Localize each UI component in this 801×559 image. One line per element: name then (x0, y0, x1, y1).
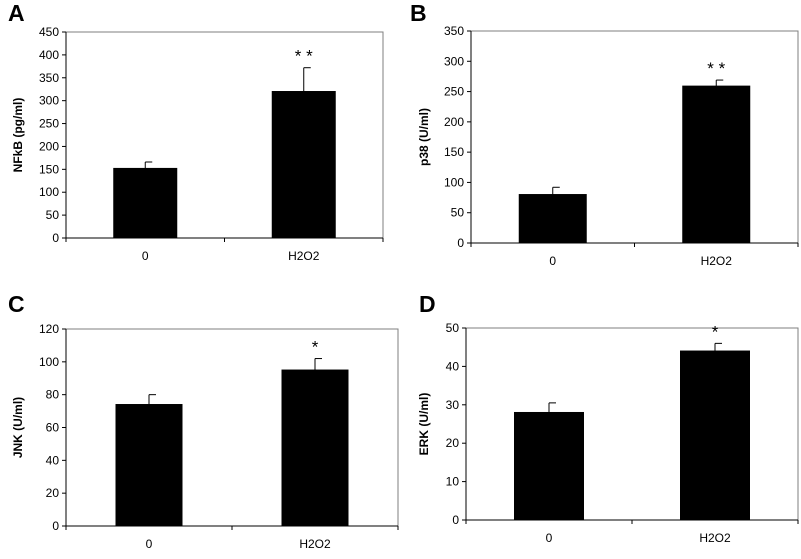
y-axis-title: ERK (U/ml) (417, 393, 431, 456)
panel-letter: C (8, 291, 25, 317)
y-tick-label: 0 (52, 519, 59, 533)
bar (113, 167, 178, 239)
bar (680, 350, 750, 521)
bar (518, 194, 587, 244)
y-tick-label: 200 (39, 139, 59, 153)
y-tick-label: 40 (446, 359, 460, 373)
significance-label: * (712, 322, 719, 341)
panel-letter: D (419, 291, 436, 317)
x-tick-label: H2O2 (701, 254, 733, 268)
y-tick-label: 350 (39, 71, 59, 85)
y-tick-label: 250 (39, 117, 59, 131)
y-tick-label: 100 (39, 355, 59, 369)
y-axis-title: JNK (U/ml) (11, 397, 25, 458)
y-tick-label: 0 (452, 513, 459, 527)
bar (281, 369, 349, 527)
bar (682, 85, 751, 244)
y-tick-label: 100 (39, 185, 59, 199)
panel-letter: A (8, 0, 25, 26)
y-tick-label: 300 (39, 94, 59, 108)
y-tick-label: 150 (444, 145, 464, 159)
bar (514, 411, 584, 521)
y-tick-label: 400 (39, 48, 59, 62)
y-tick-label: 50 (451, 206, 465, 220)
y-tick-label: 150 (39, 162, 59, 176)
x-tick-label: 0 (546, 531, 553, 545)
y-tick-label: 50 (446, 321, 460, 335)
y-tick-label: 200 (444, 115, 464, 129)
y-tick-label: 50 (46, 208, 60, 222)
y-tick-label: 20 (46, 486, 60, 500)
y-tick-label: 30 (446, 398, 460, 412)
x-tick-label: H2O2 (299, 537, 331, 551)
y-tick-label: 450 (39, 25, 59, 39)
y-tick-label: 40 (46, 453, 60, 467)
y-tick-label: 120 (39, 322, 59, 336)
y-tick-label: 10 (446, 475, 460, 489)
bar (115, 404, 183, 527)
significance-label: * * (295, 47, 313, 66)
y-axis-title: p38 (U/ml) (417, 108, 431, 166)
panel-letter: B (410, 0, 427, 26)
x-tick-label: H2O2 (288, 249, 320, 263)
y-tick-label: 250 (444, 85, 464, 99)
x-tick-label: 0 (146, 537, 153, 551)
significance-label: * (312, 338, 319, 357)
y-axis-title: NFkB (pg/ml) (11, 98, 25, 173)
x-tick-label: 0 (549, 254, 556, 268)
y-tick-label: 60 (46, 421, 60, 435)
y-tick-label: 0 (457, 236, 464, 250)
x-tick-label: 0 (142, 249, 149, 263)
y-tick-label: 100 (444, 175, 464, 189)
y-tick-label: 20 (446, 436, 460, 450)
significance-label: * * (707, 59, 725, 78)
y-tick-label: 350 (444, 24, 464, 38)
y-tick-label: 300 (444, 54, 464, 68)
y-tick-label: 0 (52, 231, 59, 245)
y-tick-label: 80 (46, 388, 60, 402)
bar (271, 91, 336, 239)
x-tick-label: H2O2 (699, 531, 731, 545)
